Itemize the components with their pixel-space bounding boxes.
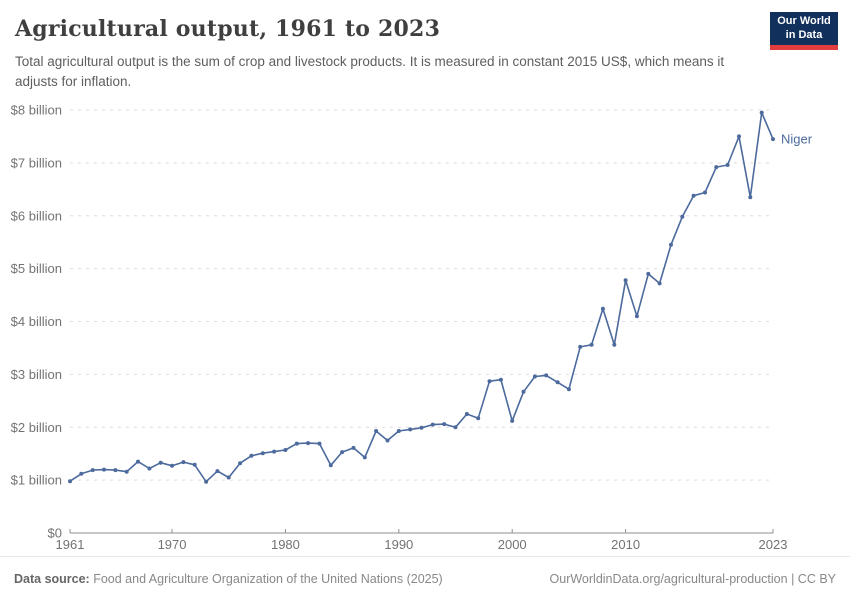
- owid-logo-line2: in Data: [785, 28, 823, 41]
- data-point[interactable]: [419, 425, 424, 430]
- y-tick-label: $8 billion: [11, 103, 62, 118]
- x-tick-label: 1980: [271, 537, 300, 552]
- data-point[interactable]: [623, 278, 628, 283]
- series-label: Niger: [781, 132, 813, 147]
- data-point[interactable]: [691, 193, 696, 198]
- x-tick-label: 2023: [759, 537, 788, 552]
- data-point[interactable]: [476, 416, 481, 421]
- data-point[interactable]: [79, 471, 84, 476]
- x-tick-label: 2000: [498, 537, 527, 552]
- data-point[interactable]: [703, 190, 707, 195]
- data-point[interactable]: [532, 374, 537, 379]
- data-point[interactable]: [589, 342, 594, 347]
- footer-license[interactable]: CC BY: [797, 572, 836, 586]
- data-source-text: Food and Agriculture Organization of the…: [89, 572, 443, 586]
- chart-footer: Data source: Food and Agriculture Organi…: [0, 564, 850, 594]
- data-point[interactable]: [124, 469, 129, 474]
- data-point[interactable]: [521, 389, 526, 394]
- y-tick-label: $5 billion: [11, 261, 62, 276]
- data-point[interactable]: [510, 418, 515, 423]
- data-point[interactable]: [204, 479, 209, 484]
- data-point[interactable]: [328, 463, 333, 468]
- data-point[interactable]: [634, 314, 639, 319]
- data-point[interactable]: [226, 475, 231, 480]
- data-point[interactable]: [113, 468, 118, 473]
- y-tick-label: $7 billion: [11, 155, 62, 170]
- data-point[interactable]: [147, 466, 152, 471]
- data-point[interactable]: [408, 427, 413, 432]
- chart-subtitle: Total agricultural output is the sum of …: [15, 54, 725, 89]
- data-point[interactable]: [487, 379, 492, 384]
- data-point[interactable]: [396, 429, 401, 433]
- owid-logo-line1: Our World: [777, 14, 831, 27]
- page-title: Agricultural output, 1961 to 2023: [15, 16, 441, 42]
- y-tick-label: $0: [48, 526, 62, 541]
- data-point[interactable]: [181, 460, 186, 465]
- data-point[interactable]: [714, 165, 719, 170]
- data-point[interactable]: [351, 445, 356, 450]
- data-point[interactable]: [748, 195, 753, 200]
- data-point[interactable]: [464, 412, 469, 416]
- data-point[interactable]: [680, 214, 685, 219]
- data-point[interactable]: [453, 425, 458, 430]
- y-tick-label: $6 billion: [11, 208, 62, 223]
- data-point[interactable]: [294, 441, 299, 446]
- data-point[interactable]: [340, 450, 345, 455]
- data-point[interactable]: [759, 110, 764, 115]
- data-point[interactable]: [102, 467, 106, 472]
- data-point[interactable]: [430, 422, 435, 427]
- data-point[interactable]: [249, 453, 254, 458]
- data-point[interactable]: [600, 306, 605, 311]
- data-point[interactable]: [442, 422, 447, 427]
- data-point[interactable]: [68, 479, 72, 484]
- y-tick-label: $3 billion: [11, 367, 62, 382]
- y-tick-label: $1 billion: [11, 473, 62, 488]
- data-point[interactable]: [555, 380, 560, 385]
- data-point[interactable]: [385, 438, 390, 443]
- data-point[interactable]: [374, 429, 379, 433]
- data-point[interactable]: [90, 468, 95, 473]
- data-point[interactable]: [669, 242, 673, 247]
- data-point[interactable]: [725, 163, 730, 167]
- y-tick-label: $2 billion: [11, 420, 62, 435]
- x-tick-label: 2010: [611, 537, 640, 552]
- data-point[interactable]: [215, 469, 220, 474]
- data-point[interactable]: [566, 387, 571, 392]
- footer-divider: [0, 556, 850, 557]
- data-point[interactable]: [192, 462, 197, 467]
- footer-links: OurWorldinData.org/agricultural-producti…: [550, 572, 836, 586]
- data-point[interactable]: [362, 455, 367, 460]
- owid-logo[interactable]: Our World in Data: [770, 12, 838, 50]
- data-point[interactable]: [238, 461, 243, 466]
- data-point[interactable]: [544, 373, 549, 378]
- footer-url[interactable]: OurWorldinData.org/agricultural-producti…: [549, 572, 788, 586]
- data-point[interactable]: [612, 342, 617, 347]
- x-tick-label: 1961: [56, 537, 85, 552]
- data-point[interactable]: [737, 134, 741, 139]
- x-tick-label: 1990: [384, 537, 413, 552]
- data-point[interactable]: [170, 463, 174, 468]
- data-point[interactable]: [498, 377, 503, 382]
- footer-separator: |: [787, 572, 798, 586]
- x-tick-label: 1970: [158, 537, 187, 552]
- data-point[interactable]: [283, 448, 288, 452]
- data-point[interactable]: [771, 137, 775, 142]
- y-tick-label: $4 billion: [11, 314, 62, 329]
- data-point[interactable]: [306, 441, 311, 446]
- data-source: Data source: Food and Agriculture Organi…: [14, 572, 443, 586]
- data-point[interactable]: [272, 449, 277, 454]
- data-point[interactable]: [317, 441, 322, 446]
- data-point[interactable]: [646, 271, 651, 276]
- data-point[interactable]: [136, 459, 140, 464]
- data-point[interactable]: [260, 451, 265, 456]
- data-point[interactable]: [578, 344, 583, 349]
- data-point[interactable]: [657, 281, 662, 286]
- data-source-label: Data source:: [14, 572, 90, 586]
- data-point[interactable]: [158, 460, 163, 465]
